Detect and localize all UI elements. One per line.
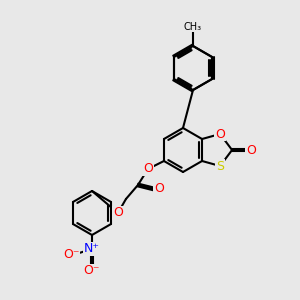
Text: O: O	[246, 143, 256, 157]
Text: S: S	[216, 160, 224, 172]
Text: O: O	[215, 128, 225, 140]
Text: O: O	[143, 163, 153, 176]
Text: CH₃: CH₃	[184, 22, 202, 32]
Text: O: O	[113, 206, 123, 220]
Text: O: O	[154, 182, 164, 196]
Text: N⁺: N⁺	[84, 242, 100, 256]
Text: O⁻: O⁻	[63, 248, 79, 260]
Text: O⁻: O⁻	[84, 265, 100, 278]
